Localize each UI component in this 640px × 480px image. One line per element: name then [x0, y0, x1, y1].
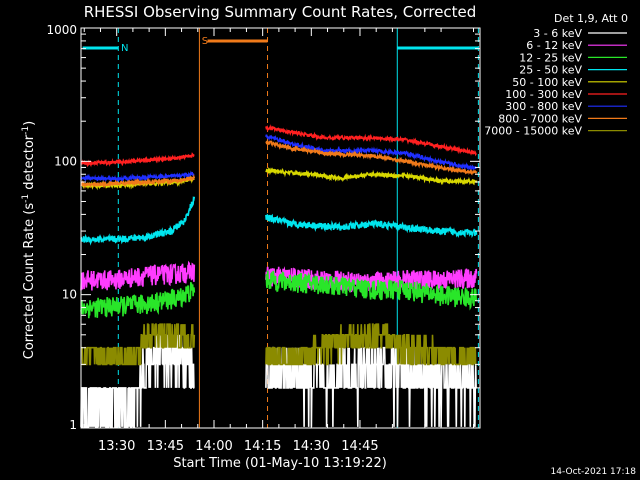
x-tick-label: 14:00 — [195, 439, 232, 454]
legend-label-12-25-kev: 12 - 25 keV — [519, 51, 582, 64]
y-axis-label-part-2: detector — [22, 134, 37, 194]
series-25-50-kev-before-gap — [80, 196, 196, 246]
series-800-7000-kev-before-gap — [80, 174, 196, 190]
legend-label-100-300-kev: 100 - 300 keV — [505, 88, 582, 101]
x-axis-label: Start Time (01-May-10 13:19:22) — [173, 456, 387, 471]
axes: 1 10 100 1000 13:30 13:45 14:00 14:15 14:30 14:45 — [46, 23, 480, 454]
chart-title: RHESSI Observing Summary Count Rates, Co… — [84, 3, 477, 21]
x-tick-label: 14:15 — [244, 439, 281, 454]
legend-label-25-50-kev: 25 - 50 keV — [519, 64, 582, 77]
legend-header: Det 1,9, Att 0 — [554, 12, 628, 25]
series-3-6-kev-after-gap — [265, 346, 477, 427]
y-tick-label: 10 — [62, 288, 77, 302]
series-100-300-kev-before-gap — [80, 152, 195, 168]
y-axis-label-part-3: ) — [22, 121, 37, 126]
y-axis-label-sup-2: -1 — [21, 126, 31, 135]
series-12-25-kev-after-gap — [265, 270, 478, 311]
footer-date: 14-Oct-2021 17:18 — [551, 467, 637, 477]
night-flag-label: N — [121, 43, 128, 54]
legend-label-7000-15000-kev: 7000 - 15000 keV — [484, 125, 582, 138]
series-7000-15000-kev-before-gap — [81, 323, 196, 366]
x-tick-label: 13:30 — [98, 439, 135, 454]
saa-flag-label: S — [202, 36, 208, 47]
x-tick-label: 13:45 — [147, 439, 184, 454]
series-7000-15000-kev-after-gap — [265, 323, 477, 366]
series-12-25-kev-before-gap — [80, 282, 196, 319]
series-3-6-kev-before-gap — [80, 334, 195, 428]
legend-label-800-7000-kev: 800 - 7000 keV — [498, 112, 582, 125]
plot-frame — [80, 27, 481, 429]
series-800-7000-kev-after-gap — [265, 140, 478, 176]
y-axis-label: Corrected Count Rate (s-1 detector-1) — [21, 121, 37, 359]
series-100-300-kev-after-gap — [265, 124, 477, 157]
series-50-100-kev-after-gap — [265, 166, 478, 186]
y-tick-label: 1 — [69, 418, 77, 432]
y-tick-label: 1000 — [46, 23, 77, 37]
legend-label-300-800-kev: 300 - 800 keV — [505, 100, 582, 113]
x-tick-label: 14:30 — [293, 439, 330, 454]
y-axis-label-part-1: Corrected Count Rate (s — [22, 203, 37, 360]
legend-label-6-12-kev: 6 - 12 keV — [526, 39, 582, 52]
y-tick-label: 100 — [54, 154, 77, 168]
series-6-12-kev-before-gap — [80, 260, 196, 291]
series-25-50-kev-after-gap — [265, 213, 478, 239]
x-tick-label: 14:45 — [341, 439, 378, 454]
series-300-800-kev-after-gap — [265, 134, 477, 171]
legend-label-3-6-kev: 3 - 6 keV — [533, 27, 582, 40]
plot-area: NS — [80, 28, 479, 428]
y-axis-label-sup-1: -1 — [21, 194, 31, 203]
series-300-800-kev-before-gap — [80, 170, 195, 183]
legend-label-50-100-kev: 50 - 100 keV — [512, 76, 582, 89]
